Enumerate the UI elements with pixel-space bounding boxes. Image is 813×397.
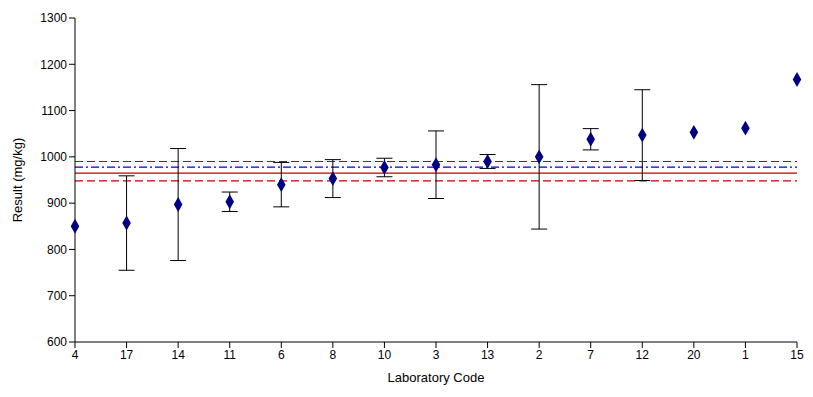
svg-text:800: 800 [47, 243, 67, 257]
svg-text:3: 3 [433, 348, 440, 362]
svg-text:12: 12 [636, 348, 650, 362]
svg-text:2: 2 [536, 348, 543, 362]
svg-text:14: 14 [171, 348, 185, 362]
svg-text:6: 6 [278, 348, 285, 362]
svg-text:600: 600 [47, 335, 67, 349]
svg-text:20: 20 [687, 348, 701, 362]
svg-text:17: 17 [120, 348, 134, 362]
svg-text:1300: 1300 [40, 11, 67, 25]
svg-text:8: 8 [330, 348, 337, 362]
svg-text:11: 11 [223, 348, 236, 362]
svg-text:Laboratory Code: Laboratory Code [388, 370, 485, 385]
svg-text:1: 1 [742, 348, 749, 362]
svg-text:1200: 1200 [40, 58, 67, 72]
svg-text:1100: 1100 [41, 104, 67, 118]
svg-text:10: 10 [378, 348, 392, 362]
svg-text:15: 15 [790, 348, 804, 362]
svg-text:700: 700 [47, 289, 67, 303]
svg-text:900: 900 [47, 196, 67, 210]
svg-text:4: 4 [72, 348, 79, 362]
svg-text:Result (mg/kg): Result (mg/kg) [10, 138, 25, 223]
svg-text:7: 7 [587, 348, 594, 362]
svg-text:1000: 1000 [40, 150, 67, 164]
svg-text:13: 13 [481, 348, 495, 362]
